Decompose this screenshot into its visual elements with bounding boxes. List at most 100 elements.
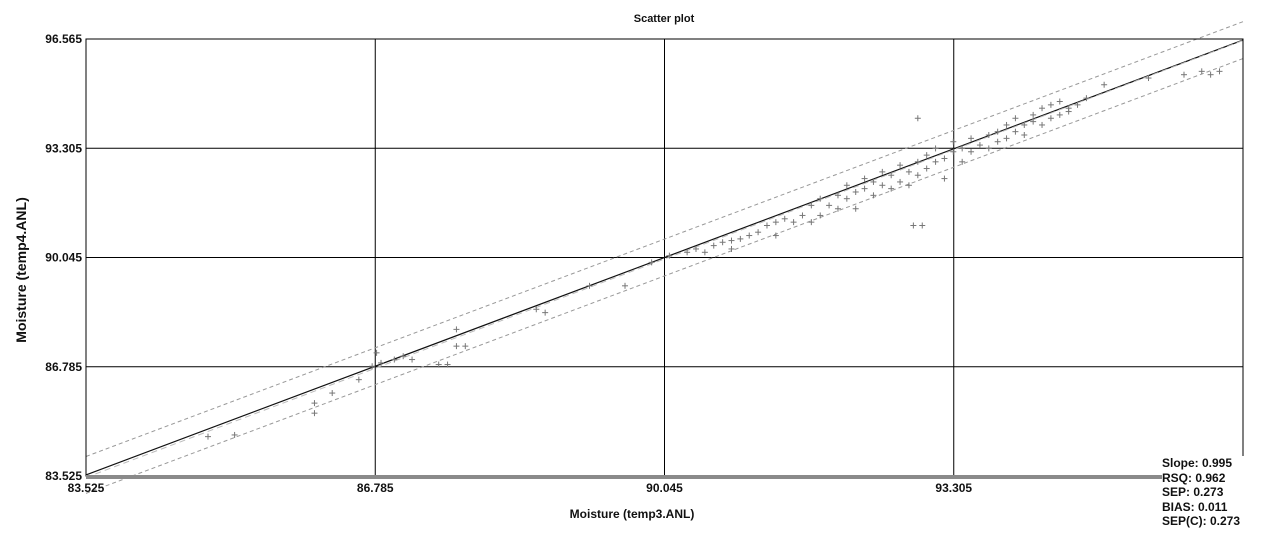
- data-point: [914, 172, 921, 179]
- data-point: [204, 433, 211, 440]
- data-point: [790, 219, 797, 226]
- data-point: [826, 202, 833, 209]
- data-point: [923, 152, 930, 159]
- data-point: [453, 343, 460, 350]
- data-points: [204, 68, 1223, 440]
- stat-slope: Slope: 0.995: [1162, 456, 1233, 470]
- data-point: [941, 175, 948, 182]
- data-point: [870, 192, 877, 199]
- data-point: [932, 158, 939, 165]
- data-point: [701, 249, 708, 256]
- data-point: [1207, 71, 1214, 78]
- data-point: [817, 195, 824, 202]
- data-point: [1047, 101, 1054, 108]
- data-point: [985, 145, 992, 152]
- y-tick-label: 96.565: [45, 32, 82, 46]
- stats-panel: Slope: 0.995 RSQ: 0.962 SEP: 0.273 BIAS:…: [1162, 456, 1262, 529]
- data-point: [684, 249, 691, 256]
- data-point: [781, 215, 788, 222]
- data-point: [369, 363, 376, 370]
- data-point: [692, 245, 699, 252]
- regression-line-group: [85, 39, 1244, 478]
- data-point: [710, 242, 717, 249]
- data-point: [932, 145, 939, 152]
- data-point: [719, 239, 726, 246]
- data-point: [746, 232, 753, 239]
- data-point: [923, 165, 930, 172]
- data-point: [378, 359, 385, 366]
- data-point: [879, 168, 886, 175]
- data-point: [959, 158, 966, 165]
- data-point: [453, 326, 460, 333]
- data-point: [968, 135, 975, 142]
- data-point: [861, 175, 868, 182]
- x-tick-label: 90.045: [646, 481, 683, 495]
- y-tick-label: 90.045: [45, 251, 82, 265]
- stat-sepc: SEP(C): 0.273: [1162, 514, 1241, 529]
- stat-sep: SEP: 0.273: [1162, 485, 1224, 500]
- data-point: [763, 222, 770, 229]
- data-point: [1180, 71, 1187, 78]
- data-point: [888, 185, 895, 192]
- data-point: [817, 212, 824, 219]
- data-point: [861, 185, 868, 192]
- data-point: [666, 252, 673, 259]
- data-point: [914, 158, 921, 165]
- data-point: [808, 202, 815, 209]
- tick-labels: 83.525 86.785 90.045 93.305 96.565 93.305 90.0…: [45, 32, 972, 495]
- data-point: [852, 205, 859, 212]
- data-point: [976, 142, 983, 149]
- data-point: [834, 192, 841, 199]
- data-point: [1056, 98, 1063, 105]
- data-point: [1047, 115, 1054, 122]
- data-point: [1030, 111, 1037, 118]
- data-point: [888, 172, 895, 179]
- data-point: [834, 205, 841, 212]
- data-point: [586, 282, 593, 289]
- data-point: [444, 361, 451, 368]
- data-point: [968, 148, 975, 155]
- data-point: [941, 155, 948, 162]
- x-axis-bar: [86, 475, 1243, 479]
- data-point: [1012, 115, 1019, 122]
- data-point: [400, 353, 407, 360]
- data-point: [985, 132, 992, 139]
- data-point: [231, 431, 238, 438]
- data-point: [1145, 75, 1152, 82]
- data-point: [799, 212, 806, 219]
- data-point: [1021, 121, 1028, 128]
- data-point: [1021, 132, 1028, 139]
- data-point: [772, 219, 779, 226]
- data-point: [905, 168, 912, 175]
- data-point: [355, 376, 362, 383]
- data-point: [1039, 121, 1046, 128]
- data-point: [648, 259, 655, 266]
- y-tick-label: 83.525: [45, 469, 82, 483]
- stat-bias: BIAS: 0.011: [1162, 499, 1228, 514]
- data-point: [1101, 81, 1108, 88]
- y-tick-label: 86.785: [45, 360, 82, 374]
- confidence-line: [85, 58, 1244, 494]
- data-point: [533, 306, 540, 313]
- data-point: [1030, 118, 1037, 125]
- data-point: [373, 349, 380, 356]
- data-point: [772, 232, 779, 239]
- x-tick-label: 86.785: [357, 481, 394, 495]
- data-point: [808, 219, 815, 226]
- data-point: [391, 356, 398, 363]
- data-point: [1003, 135, 1010, 142]
- data-point: [994, 128, 1001, 135]
- data-point: [1012, 128, 1019, 135]
- data-point: [914, 115, 921, 122]
- confidence-line: [85, 21, 1244, 457]
- data-point: [879, 182, 886, 189]
- data-point: [1056, 111, 1063, 118]
- data-point: [1198, 68, 1205, 75]
- x-axis-label: Moisture (temp3.ANL): [570, 507, 695, 521]
- data-point: [329, 390, 336, 397]
- data-point: [959, 145, 966, 152]
- stat-rsq: RSQ: 0.962: [1162, 470, 1226, 485]
- regression-line: [85, 39, 1244, 476]
- data-point: [755, 229, 762, 236]
